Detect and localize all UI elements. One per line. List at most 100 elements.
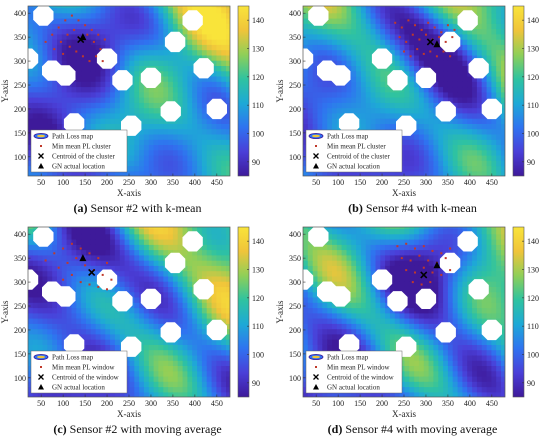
heat-cell — [365, 391, 372, 397]
heat-cell — [312, 39, 319, 45]
heat-cell — [37, 260, 44, 266]
heat-cell — [438, 133, 444, 140]
heat-cell — [351, 328, 357, 335]
heat-cell — [47, 260, 53, 266]
heat-cell — [168, 344, 174, 351]
heat-cell — [336, 44, 343, 51]
heat-cell — [134, 312, 140, 319]
heat-cell — [197, 260, 203, 266]
heat-cell — [143, 54, 150, 61]
heat-cell — [187, 249, 193, 256]
heat-cell — [28, 302, 34, 309]
heat-cell — [28, 386, 34, 393]
heat-cell — [481, 18, 488, 24]
heat-cell — [341, 323, 347, 330]
building-hole — [387, 70, 408, 91]
heat-cell — [346, 91, 352, 98]
heat-cell — [114, 6, 121, 9]
heat-cell — [110, 23, 116, 30]
heat-cell — [356, 39, 362, 45]
heat-cell — [399, 91, 405, 98]
heat-cell — [71, 307, 77, 314]
heat-cell — [370, 118, 376, 124]
heat-cell — [71, 227, 77, 230]
cluster-point — [68, 45, 71, 48]
heat-cell — [52, 97, 58, 103]
heat-cell — [216, 386, 222, 393]
heat-cell — [143, 165, 150, 172]
legend-label: Centroid of the window — [52, 374, 120, 382]
heat-cell — [52, 227, 58, 230]
heat-cell — [139, 91, 145, 98]
heat-cell — [100, 265, 106, 272]
heat-cell — [322, 339, 328, 345]
heat-cell — [28, 144, 34, 151]
legend-label: Min mean PL cluster — [52, 143, 111, 151]
heat-cell — [148, 254, 155, 261]
heat-cell — [134, 165, 140, 172]
heat-cell — [206, 227, 213, 230]
heat-cell — [134, 65, 140, 72]
heat-cell — [472, 107, 478, 114]
heat-cell — [418, 139, 425, 145]
heat-cell — [201, 318, 208, 324]
heat-cell — [134, 160, 140, 167]
heat-cell — [105, 7, 111, 14]
heat-cell — [447, 123, 454, 130]
heat-cell — [375, 118, 381, 124]
heat-cell — [172, 391, 179, 397]
heat-cell — [42, 91, 48, 98]
heat-cell — [163, 91, 169, 98]
heat-cell — [143, 328, 150, 335]
heat-cell — [114, 170, 121, 176]
heat-cell — [380, 28, 386, 35]
heat-cell — [332, 281, 338, 287]
heat-cell — [221, 160, 227, 167]
heat-cell — [375, 39, 381, 45]
heat-cell — [303, 296, 309, 303]
heat-cell — [206, 170, 213, 176]
heat-cell — [226, 154, 230, 161]
legend-label: Path Loss map — [52, 133, 94, 141]
heat-cell — [148, 275, 155, 282]
heat-cell — [211, 312, 217, 319]
heat-cell — [28, 391, 34, 397]
heat-cell — [365, 312, 372, 319]
heat-cell — [153, 307, 159, 314]
heat-cell — [317, 54, 323, 61]
heat-cell — [100, 328, 106, 335]
heat-cell — [399, 28, 405, 35]
heat-cell — [303, 112, 309, 119]
heat-cell — [114, 39, 121, 45]
heat-cell — [365, 281, 372, 287]
heat-cell — [52, 312, 58, 319]
heat-cell — [95, 391, 101, 397]
heat-cell — [481, 54, 488, 61]
heat-cell — [110, 254, 116, 261]
heat-cell — [216, 12, 222, 19]
heat-cell — [139, 49, 145, 56]
heat-cell — [172, 154, 179, 161]
heat-cell — [496, 154, 502, 161]
heat-cell — [206, 18, 213, 24]
heat-cell — [370, 323, 376, 330]
heat-cell — [346, 102, 352, 109]
heat-cell — [399, 44, 405, 51]
heat-cell — [100, 323, 106, 330]
heat-cell — [332, 328, 338, 335]
heat-cell — [110, 260, 116, 266]
heat-cell — [90, 107, 97, 114]
heat-cell — [197, 270, 203, 277]
heat-cell — [418, 86, 425, 93]
heat-cell — [447, 70, 454, 77]
heat-cell — [317, 296, 323, 303]
building-hole — [55, 65, 76, 86]
heat-cell — [226, 128, 230, 135]
heat-cell — [201, 270, 208, 277]
heat-cell — [134, 12, 140, 19]
heat-cell — [143, 391, 150, 397]
heat-cell — [139, 160, 145, 167]
heat-cell — [158, 227, 164, 230]
heat-cell — [71, 265, 77, 272]
heat-cell — [351, 391, 357, 397]
